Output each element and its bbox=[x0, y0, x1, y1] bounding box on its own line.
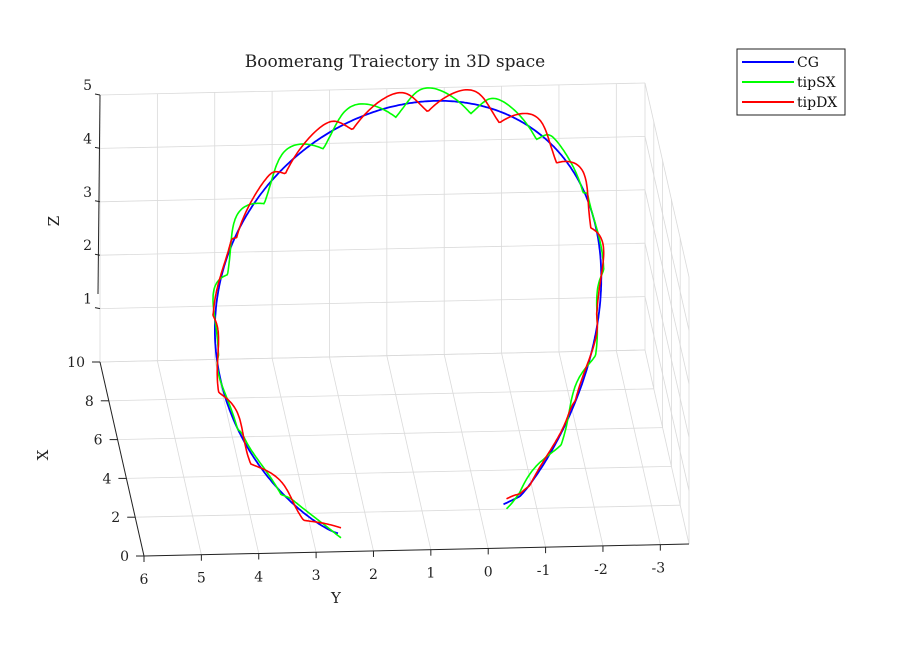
x-tick-label: 2 bbox=[111, 510, 120, 526]
y-tick-label: 1 bbox=[426, 566, 435, 582]
y-tick-label: 2 bbox=[369, 567, 378, 583]
x-tick-label: 6 bbox=[94, 433, 103, 449]
series-line-tipdx bbox=[212, 89, 605, 529]
grid-line bbox=[271, 358, 317, 553]
grid-line bbox=[615, 350, 661, 545]
grid-line bbox=[644, 349, 690, 545]
grid-line bbox=[644, 296, 690, 491]
y-axis-line bbox=[143, 543, 690, 557]
z-tick-label: 4 bbox=[83, 131, 92, 147]
x-tick-label: 10 bbox=[67, 355, 85, 371]
grid-line bbox=[644, 243, 690, 438]
grid-line bbox=[117, 427, 663, 440]
y-tick-label: -1 bbox=[537, 563, 551, 579]
z-tick-mark bbox=[94, 200, 101, 203]
x-axis-line bbox=[99, 361, 145, 557]
x-tick-label: 0 bbox=[120, 549, 129, 565]
grid-line bbox=[99, 242, 646, 256]
grid-line bbox=[558, 351, 604, 546]
y-axis-label: Y bbox=[330, 589, 342, 607]
grid-line bbox=[644, 189, 690, 384]
grid-line bbox=[156, 360, 202, 555]
grid-line bbox=[99, 349, 646, 363]
x-tick-label: 4 bbox=[102, 471, 111, 487]
series-line-cg bbox=[214, 99, 603, 535]
y-tick-label: -3 bbox=[651, 561, 665, 577]
z-tick-label: 3 bbox=[83, 185, 92, 201]
z-axis-label: Z bbox=[45, 216, 63, 226]
grid-line bbox=[329, 356, 374, 552]
grid-line bbox=[443, 354, 489, 549]
grid-line bbox=[386, 355, 432, 550]
grid-line bbox=[108, 388, 654, 402]
grid-lines bbox=[99, 82, 690, 557]
grid-line bbox=[644, 136, 690, 331]
grid-line bbox=[99, 82, 646, 96]
grid-line bbox=[135, 504, 681, 518]
y-tick-label: 4 bbox=[254, 569, 263, 585]
z-tick-mark bbox=[94, 253, 101, 256]
z-tick-mark bbox=[94, 93, 101, 96]
grid-line bbox=[644, 82, 690, 278]
z-tick-mark bbox=[94, 307, 101, 310]
grid-line bbox=[99, 189, 646, 203]
z-axis-line bbox=[97, 94, 101, 294]
z-tick-label: 2 bbox=[83, 238, 92, 254]
legend-label-cg: CG bbox=[797, 55, 819, 71]
y-tick-label: 0 bbox=[484, 564, 493, 580]
series-line-tipsx bbox=[212, 87, 605, 539]
x-tick-label: 8 bbox=[85, 394, 94, 410]
z-tick-label: 1 bbox=[83, 292, 92, 308]
chart-title: Boomerang Traiectory in 3D space bbox=[245, 52, 545, 72]
grid-line bbox=[126, 466, 672, 479]
y-tick-label: -2 bbox=[594, 562, 608, 578]
series-curves bbox=[212, 87, 605, 539]
grid-line bbox=[99, 296, 646, 309]
z-tick-mark bbox=[94, 146, 101, 149]
legend-label-tipdx: tipDX bbox=[797, 95, 837, 111]
y-tick-label: 5 bbox=[197, 571, 206, 587]
legend-label-tipsx: tipSX bbox=[797, 75, 836, 91]
y-tick-label: 6 bbox=[140, 572, 149, 588]
axes bbox=[92, 93, 690, 562]
y-tick-label: 3 bbox=[312, 568, 321, 584]
grid-line bbox=[99, 136, 646, 149]
legend: CG tipSX tipDX bbox=[736, 48, 846, 116]
x-axis-label: X bbox=[34, 449, 52, 460]
z-tick-label: 5 bbox=[83, 78, 92, 94]
grid-line bbox=[501, 353, 546, 548]
grid-line bbox=[214, 359, 260, 554]
